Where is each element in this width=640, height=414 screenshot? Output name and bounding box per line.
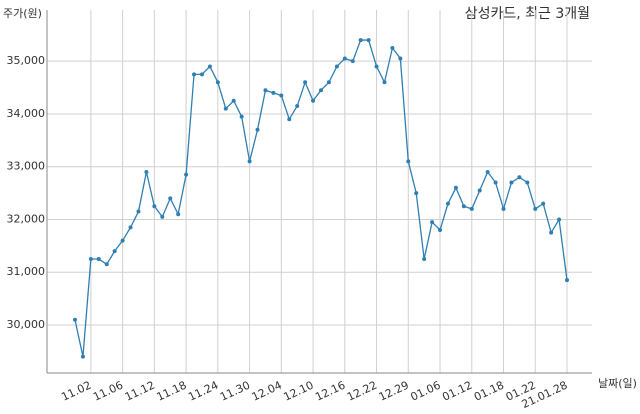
- point: [319, 88, 323, 93]
- x-tick-label: 11.12: [123, 379, 157, 404]
- point: [477, 188, 482, 193]
- point: [469, 206, 474, 211]
- point: [557, 217, 562, 222]
- point: [311, 98, 316, 103]
- point: [168, 196, 173, 201]
- point: [358, 38, 363, 43]
- x-tick-label: 12.29: [377, 379, 411, 404]
- point: [279, 93, 284, 98]
- x-tick-label: 11.18: [155, 379, 189, 404]
- x-tick-label: 11.06: [91, 379, 125, 404]
- point: [104, 262, 109, 267]
- x-tick-label: 12.04: [250, 379, 284, 404]
- y-tick-label: 33,000: [7, 160, 46, 173]
- point: [176, 212, 181, 217]
- y-tick-label: 32,000: [7, 212, 46, 225]
- point: [112, 249, 117, 254]
- point: [207, 64, 212, 69]
- point: [303, 80, 308, 85]
- point: [453, 185, 458, 190]
- y-tick-label: 31,000: [7, 265, 46, 278]
- point: [88, 257, 93, 262]
- point: [184, 172, 189, 177]
- x-tick-label: 11.02: [59, 379, 93, 404]
- point: [96, 257, 101, 262]
- point: [120, 238, 125, 243]
- point: [80, 354, 85, 359]
- y-tick-label: 30,000: [7, 318, 46, 331]
- point: [144, 169, 149, 174]
- point: [128, 225, 133, 230]
- y-tick-label: 34,000: [7, 107, 46, 120]
- point: [565, 278, 569, 283]
- x-tick-label: 12.22: [345, 379, 379, 404]
- point: [374, 64, 379, 69]
- point: [485, 169, 490, 174]
- point: [414, 191, 419, 196]
- point: [350, 59, 355, 64]
- point: [445, 201, 450, 206]
- point: [334, 64, 339, 69]
- x-tick-label: 01.06: [409, 379, 443, 404]
- x-tick-label: 12.16: [313, 379, 347, 404]
- point: [390, 45, 395, 50]
- point: [366, 38, 371, 43]
- point: [493, 180, 498, 185]
- point: [215, 80, 220, 85]
- x-axis-label: 날짜(일): [598, 376, 637, 390]
- point: [438, 228, 443, 233]
- point: [517, 175, 522, 180]
- point: [422, 257, 427, 262]
- point: [239, 114, 244, 119]
- x-tick-label: 12.10: [282, 379, 316, 404]
- point: [501, 206, 506, 211]
- point: [533, 206, 538, 211]
- point: [192, 72, 197, 77]
- point: [342, 56, 347, 61]
- x-tick-label: 01.18: [472, 379, 506, 404]
- point: [231, 98, 236, 103]
- point: [73, 317, 77, 322]
- point: [541, 201, 546, 206]
- point: [549, 230, 554, 235]
- point: [295, 104, 300, 109]
- point: [326, 80, 331, 85]
- y-tick-label: 35,000: [7, 54, 46, 67]
- point: [398, 56, 403, 61]
- point: [287, 117, 292, 122]
- price-line: [74, 39, 568, 357]
- point: [430, 220, 435, 225]
- y-axis-label: 주가(원): [3, 7, 42, 20]
- point: [406, 159, 411, 164]
- point: [223, 106, 228, 111]
- x-tick-label: 11.30: [218, 379, 252, 404]
- point: [255, 127, 260, 132]
- point: [160, 214, 165, 219]
- point: [525, 180, 530, 185]
- point: [461, 204, 466, 209]
- point: [382, 80, 387, 85]
- point: [199, 72, 204, 77]
- point: [271, 90, 276, 95]
- point: [509, 180, 514, 185]
- point: [263, 88, 268, 93]
- chart-title: 삼성카드, 최근 3개월: [465, 6, 590, 22]
- x-tick-label: 11.24: [186, 379, 220, 404]
- point: [247, 159, 252, 164]
- point: [136, 209, 141, 214]
- point: [152, 204, 157, 209]
- x-tick-label: 01.12: [440, 379, 474, 404]
